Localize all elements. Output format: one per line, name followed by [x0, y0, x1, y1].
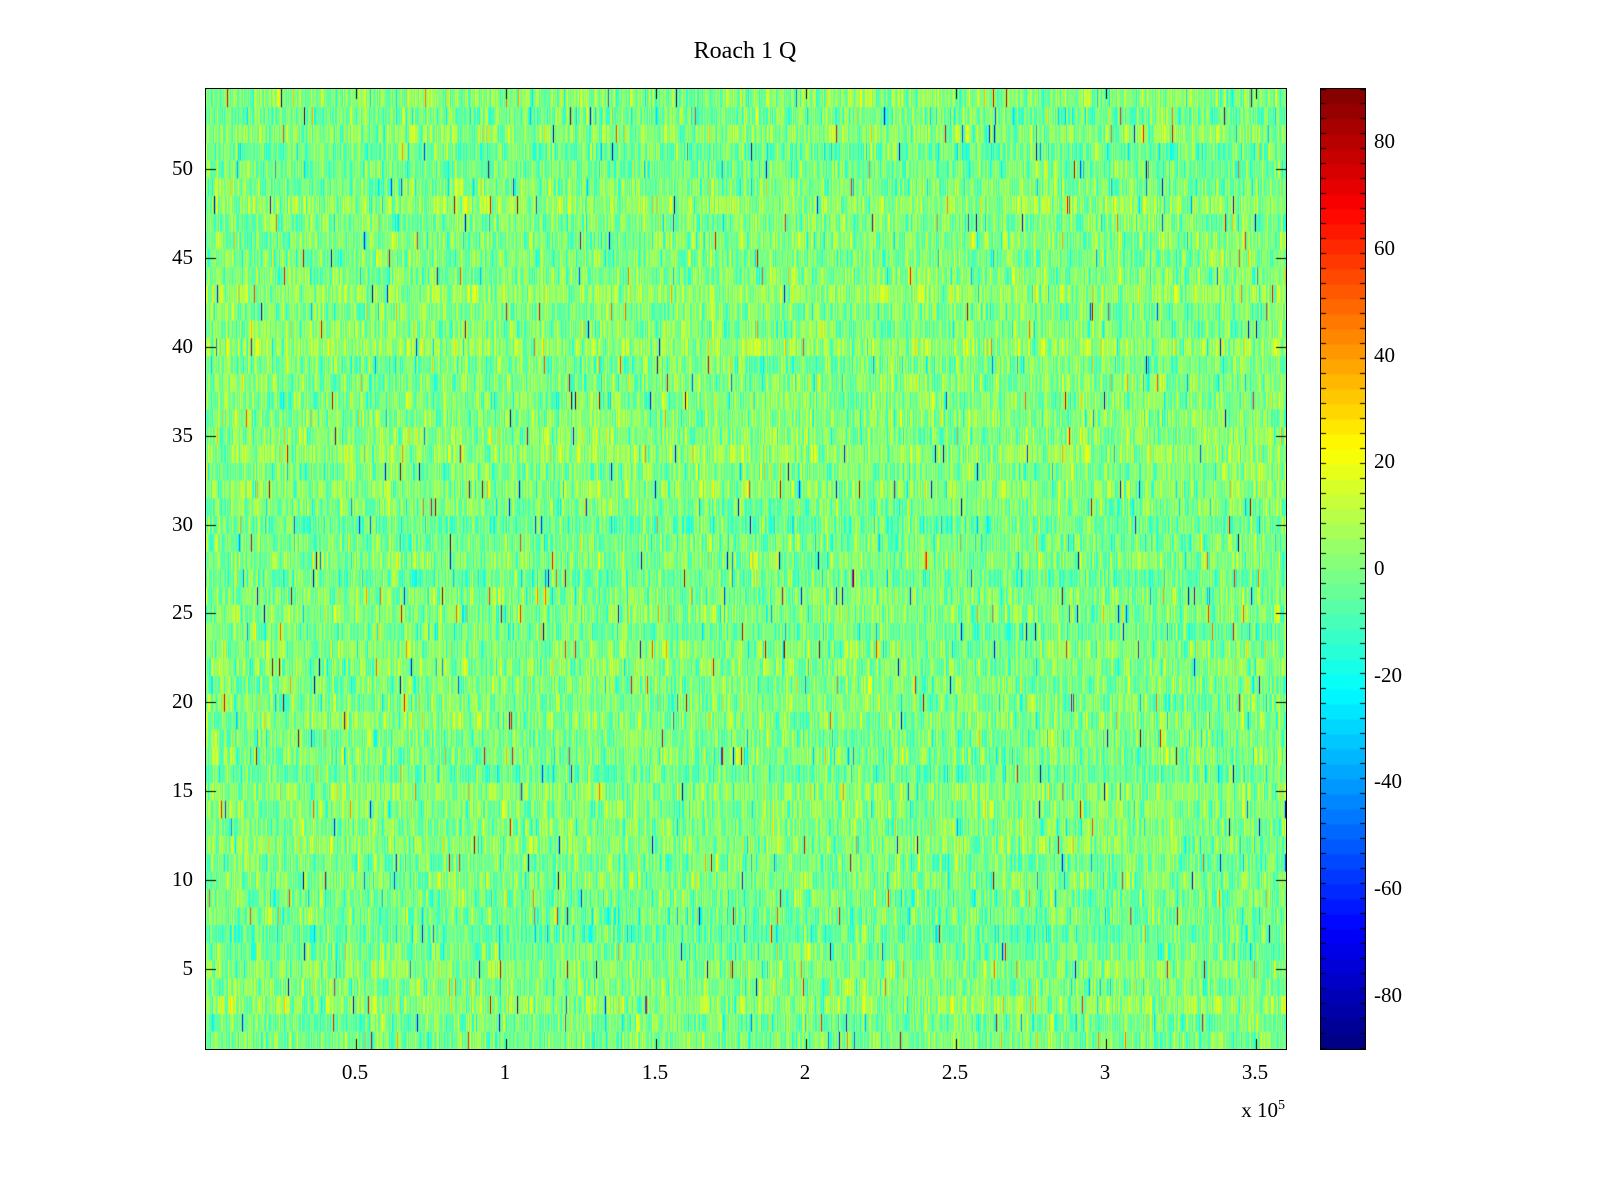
- x-tick-label: 2: [799, 1060, 811, 1084]
- y-tick-label: 30: [172, 511, 193, 536]
- multiplier-base: x 10: [1241, 1098, 1278, 1122]
- colorbar-tick-label: 80: [1374, 129, 1395, 154]
- y-tick-label: 45: [172, 244, 193, 269]
- colorbar-tick-label: -80: [1374, 982, 1402, 1007]
- y-tick-label: 5: [182, 956, 194, 980]
- y-tick-label: 35: [172, 422, 193, 447]
- y-tick-label: 50: [172, 156, 193, 180]
- y-tick-label: 10: [172, 867, 193, 892]
- y-tick-label: 15: [172, 778, 193, 803]
- colorbar-tick-label: 40: [1374, 342, 1395, 367]
- colorbar-tick-label: -20: [1374, 662, 1402, 687]
- chart-title: Roach 1 Q: [693, 38, 797, 64]
- colorbar-tick-label: 20: [1374, 449, 1395, 474]
- colorbar-canvas: [1321, 89, 1365, 1049]
- x-tick-label: 0.5: [341, 1060, 369, 1084]
- multiplier-exponent: 5: [1278, 1098, 1285, 1113]
- x-tick-label: 2.5: [941, 1060, 969, 1084]
- x-tick-label: 1: [499, 1060, 511, 1084]
- x-tick-label: 3: [1099, 1060, 1111, 1084]
- x-tick-label: 1.5: [641, 1060, 669, 1084]
- x-tick-label: 3.5: [1241, 1060, 1269, 1084]
- colorbar-tick-label: -60: [1374, 876, 1402, 900]
- colorbar: [1320, 88, 1366, 1050]
- heatmap-canvas: [206, 89, 1286, 1049]
- heatmap-plot: [205, 88, 1287, 1050]
- y-tick-label: 40: [172, 333, 193, 358]
- y-tick-label: 25: [172, 600, 193, 625]
- y-tick-label: 20: [172, 689, 193, 714]
- colorbar-tick-label: 0: [1374, 556, 1385, 580]
- colorbar-tick-label: 60: [1374, 236, 1395, 260]
- colorbar-tick-label: -40: [1374, 769, 1402, 794]
- x-axis-multiplier-label: x 105: [1150, 1098, 1285, 1123]
